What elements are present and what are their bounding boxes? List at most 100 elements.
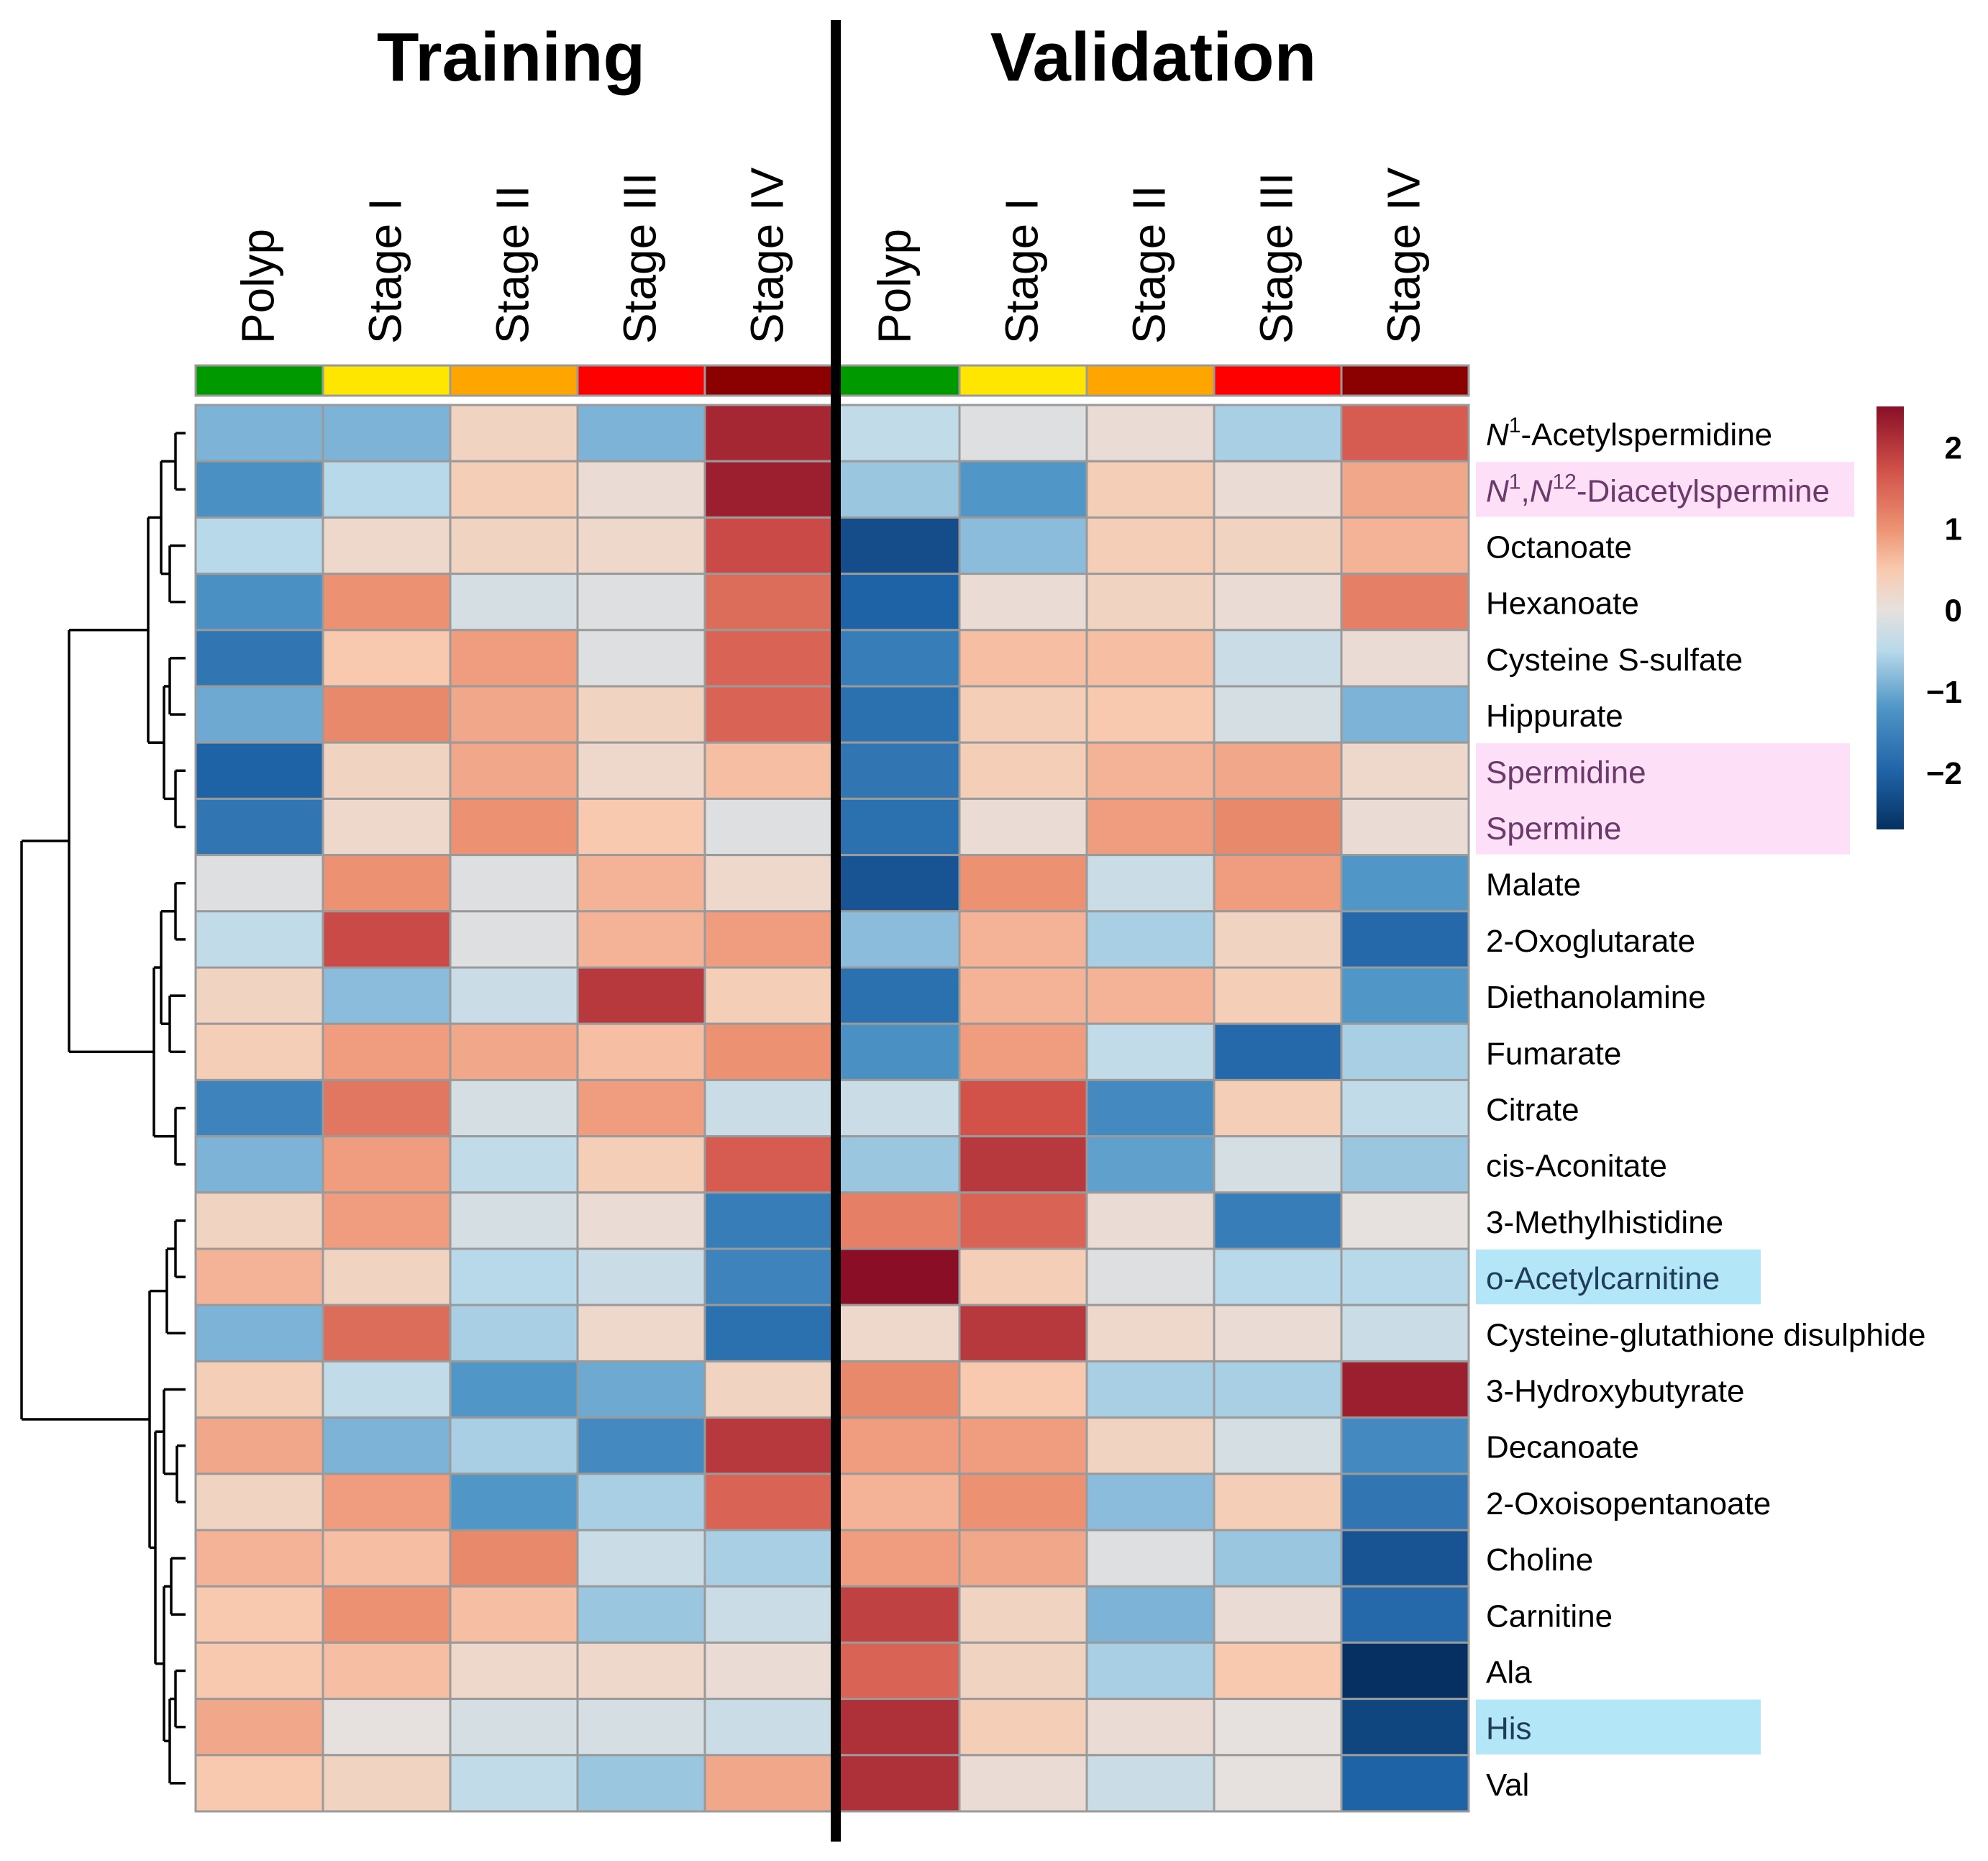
heatmap-cell [322, 516, 452, 575]
heatmap-cell [322, 1303, 452, 1362]
row-label: 2-Oxoglutarate [1486, 924, 1695, 959]
column-label: Stage III [1251, 173, 1303, 344]
heatmap-cell [958, 1754, 1088, 1813]
row-label: His [1486, 1711, 1532, 1747]
heatmap-cell [322, 1022, 452, 1081]
heatmap-cell [1340, 1754, 1470, 1813]
heatmap-cell [703, 460, 834, 519]
heatmap-cell [1340, 1135, 1470, 1194]
heatmap-cell [958, 1247, 1088, 1306]
row-label: Val [1486, 1767, 1529, 1803]
heatmap-cell [831, 573, 961, 632]
heatmap-cell [322, 1247, 452, 1306]
heatmap-cell [1213, 1303, 1343, 1362]
heatmap-cell [1213, 1473, 1343, 1532]
heatmap-cell [449, 1473, 579, 1532]
heatmap-cell [576, 1416, 706, 1475]
heatmap-cell [958, 629, 1088, 688]
heatmap-cell [449, 516, 579, 575]
heatmap-cell [576, 1191, 706, 1250]
heatmap-cell [958, 1585, 1088, 1644]
heatmap-cell [831, 1698, 961, 1757]
heatmap-cell [831, 1022, 961, 1081]
heatmap-cell [194, 404, 324, 463]
heatmap-cell [1085, 1360, 1216, 1419]
heatmap-cell [194, 460, 324, 519]
heatmap-cell [1213, 1698, 1343, 1757]
heatmap-cell [322, 460, 452, 519]
column-label: Polyp [869, 229, 921, 344]
heatmap-cell [322, 573, 452, 632]
heatmap-cell [703, 741, 834, 800]
heatmap-cell [831, 629, 961, 688]
heatmap-cell [1085, 685, 1216, 744]
heatmap-cell [576, 573, 706, 632]
heatmap-cell [1213, 1754, 1343, 1813]
heatmap-cell [576, 966, 706, 1025]
heatmap-cell [322, 629, 452, 688]
heatmap-cell [1085, 854, 1216, 913]
heatmap-cell [1085, 1078, 1216, 1138]
heatmap-cell [1085, 516, 1216, 575]
heatmap-cell [831, 404, 961, 463]
heatmap-cell [194, 1078, 324, 1138]
heatmap-cell [576, 685, 706, 744]
color-scale-tick-label: 1 [1945, 512, 1962, 547]
heatmap-cell [1085, 1754, 1216, 1813]
heatmap-cell [194, 1247, 324, 1306]
heatmap-cell [1085, 1135, 1216, 1194]
group-color-bar-cell [194, 364, 324, 397]
heatmap-cell [1213, 1191, 1343, 1250]
heatmap-cell [703, 1698, 834, 1757]
heatmap-cell [322, 966, 452, 1025]
panel-title: Training [377, 19, 645, 96]
column-label: Stage III [614, 173, 666, 344]
heatmap-cell [449, 797, 579, 857]
heatmap-cell [703, 404, 834, 463]
heatmap-cell [1340, 573, 1470, 632]
heatmap-cell [194, 1022, 324, 1081]
row-label: 3-Hydroxybutyrate [1486, 1374, 1744, 1409]
heatmap-cell [1340, 910, 1470, 969]
heatmap-cell [322, 1360, 452, 1419]
color-scale-tick-label: 0 [1945, 593, 1962, 629]
heatmap-cell [831, 685, 961, 744]
heatmap-cell [1340, 741, 1470, 800]
heatmap-cell [1213, 1247, 1343, 1306]
color-scale-tick-label: 2 [1945, 431, 1962, 466]
heatmap-cell [958, 1135, 1088, 1194]
heatmap-cell [449, 741, 579, 800]
heatmap-cell [1213, 404, 1343, 463]
heatmap-cell [322, 1473, 452, 1532]
heatmap-cell [322, 797, 452, 857]
heatmap-cell [1340, 1078, 1470, 1138]
heatmap-cell [831, 1303, 961, 1362]
column-label: Stage II [487, 185, 539, 344]
heatmap-cell [703, 629, 834, 688]
heatmap-cell [831, 1641, 961, 1701]
heatmap-cell [1213, 741, 1343, 800]
row-label-superscript: 1 [1509, 414, 1521, 437]
heatmap-cell [831, 1135, 961, 1194]
row-label: Choline [1486, 1542, 1593, 1578]
heatmap-cell [831, 1191, 961, 1250]
heatmap-cell [194, 1585, 324, 1644]
row-label: Diethanolamine [1486, 980, 1706, 1015]
row-highlight-box [1476, 743, 1850, 855]
row-label-superscript: 1 [1509, 470, 1521, 493]
heatmap-cell [703, 1585, 834, 1644]
heatmap-cell [1213, 910, 1343, 969]
heatmap-cell [1213, 516, 1343, 575]
heatmap-cell [1213, 1585, 1343, 1644]
heatmap-cell [449, 1585, 579, 1644]
row-label-text: -Acetylspermidine [1520, 417, 1772, 452]
column-label: Stage IV [742, 167, 793, 344]
heatmap-cell [194, 1135, 324, 1194]
heatmap-cell [831, 460, 961, 519]
heatmap-cell [449, 1303, 579, 1362]
heatmap-cell [194, 685, 324, 744]
heatmap-cell [703, 797, 834, 857]
heatmap-cell [1340, 1191, 1470, 1250]
heatmap-cell [958, 1529, 1088, 1588]
color-scale-tick-label: −1 [1926, 675, 1962, 710]
